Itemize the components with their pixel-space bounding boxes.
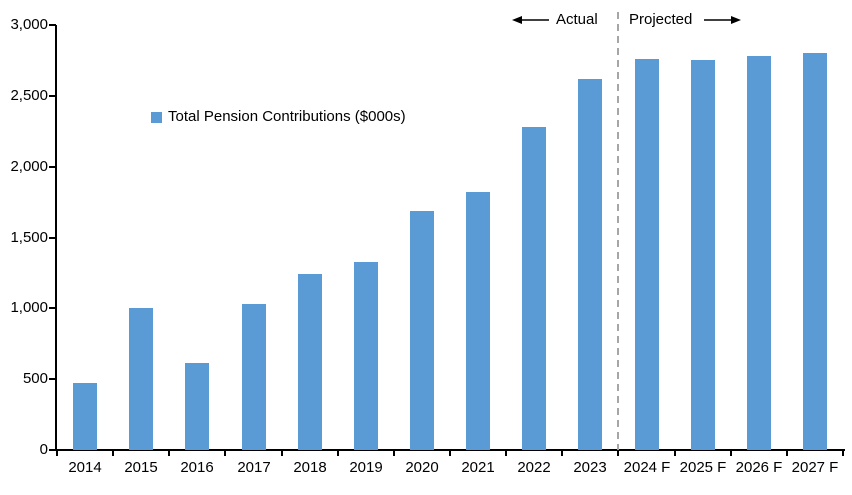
right-arrow-icon [704,16,741,24]
x-tick-label: 2020 [405,459,439,476]
legend-label: Total Pension Contributions ($000s) [168,108,406,125]
y-tick-mark [49,94,56,97]
x-tick-mark [168,451,170,456]
bar-2025-F [691,60,715,450]
x-tick-label: 2015 [124,459,158,476]
x-tick-label: 2017 [237,459,271,476]
bar-2022 [522,127,546,450]
x-tick-label: 2023 [573,459,607,476]
x-tick-mark [112,451,114,456]
y-tick-label: 2,500 [10,86,48,104]
x-tick-label: 2027 F [791,459,839,476]
x-tick-mark [561,451,563,456]
projected-label: Projected [629,11,693,28]
x-tick-label: 2019 [349,459,383,476]
y-tick-mark [49,449,56,451]
x-tick-mark [730,451,732,456]
y-tick-label: 3,000 [10,16,48,33]
x-tick-mark [449,451,451,456]
bar-2015 [129,308,153,450]
y-tick-mark [49,24,56,26]
x-axis-line [55,449,845,451]
legend-marker [151,111,162,123]
x-tick-mark [842,451,844,456]
x-tick-label: 2018 [293,459,327,476]
x-tick-mark [337,451,339,456]
bar-2019 [354,262,378,450]
bar-2014 [73,383,97,450]
y-tick-mark [49,236,56,239]
x-tick-mark [224,451,226,456]
bar-2016 [185,363,209,450]
actual-projected-divider-line [617,12,619,450]
y-tick-mark [49,378,56,381]
bar-2017 [242,304,266,450]
x-tick-mark [617,451,619,456]
x-tick-label: 2022 [517,459,551,476]
bar-2027-F [803,53,827,450]
y-tick-label: 500 [22,370,48,388]
bar-2026-F [747,56,771,450]
bar-2024-F [635,59,659,450]
y-tick-label: 0 [39,441,48,458]
bar-2018 [298,274,322,450]
y-tick-label: 1,500 [10,228,48,246]
x-tick-mark [393,451,395,456]
legend: Total Pension Contributions ($000s) [151,108,406,125]
y-tick-label: 1,000 [10,299,48,317]
y-tick-mark [49,307,56,310]
y-tick-mark [49,165,56,168]
x-tick-label: 2025 F [679,459,727,476]
y-axis-line [55,25,57,451]
x-tick-mark [674,451,676,456]
x-tick-label: 2021 [461,459,495,476]
x-tick-label: 2024 F [623,459,671,476]
bar-2020 [410,211,434,450]
actual-label: Actual [556,11,598,28]
y-tick-label: 2,000 [10,157,48,175]
bar-2021 [466,192,490,450]
x-tick-label: 2026 F [735,459,783,476]
x-tick-label: 2014 [68,459,102,476]
left-arrow-icon [512,16,549,24]
x-tick-label: 2016 [180,459,214,476]
x-tick-mark [505,451,507,456]
x-tick-mark [281,451,283,456]
x-tick-mark [786,451,788,456]
bar-2023 [578,79,602,450]
x-tick-mark [56,451,58,456]
